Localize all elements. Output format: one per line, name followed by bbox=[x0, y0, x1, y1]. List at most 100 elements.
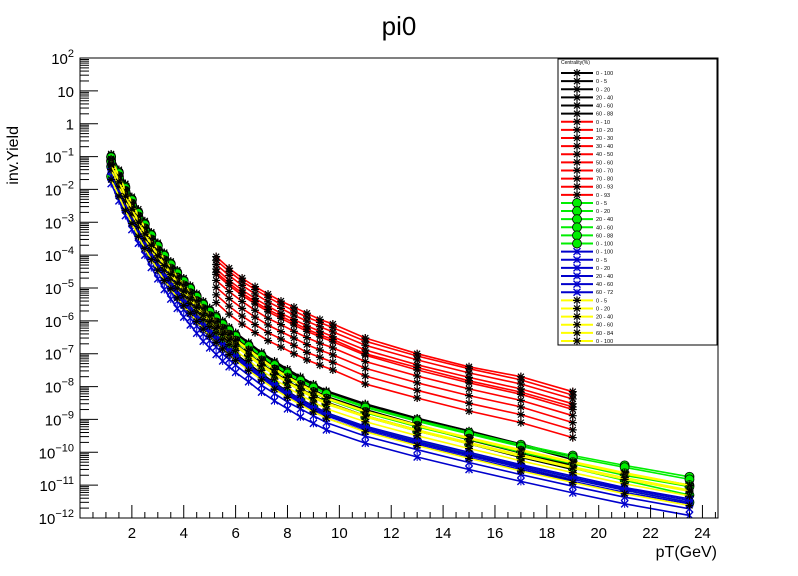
data-point-marker bbox=[289, 341, 298, 350]
data-point-marker bbox=[238, 277, 247, 286]
data-series bbox=[212, 298, 577, 442]
legend-entry: 0 - 100 bbox=[561, 336, 613, 345]
legend-label: 0 - 20 bbox=[596, 209, 610, 215]
data-point-marker bbox=[251, 306, 260, 315]
data-point-marker bbox=[328, 323, 337, 332]
data-point-marker bbox=[257, 388, 266, 397]
data-point-marker bbox=[322, 394, 331, 403]
data-point-marker bbox=[264, 297, 273, 306]
data-point-marker bbox=[153, 256, 162, 265]
data-point-marker bbox=[134, 222, 143, 231]
data-point-marker bbox=[328, 358, 337, 367]
data-series bbox=[107, 175, 694, 510]
legend-entry: 0 - 5 bbox=[561, 296, 607, 305]
data-point-marker bbox=[179, 281, 188, 290]
data-point-marker bbox=[413, 441, 422, 450]
data-point-marker bbox=[270, 385, 279, 394]
data-point-marker bbox=[160, 285, 169, 294]
y-tick-label: 10−10 bbox=[39, 442, 74, 462]
legend-entry: 20 - 40 bbox=[561, 312, 613, 321]
legend-entry: 20 - 30 bbox=[561, 134, 613, 142]
data-point-marker bbox=[218, 357, 227, 365]
data-point-marker bbox=[264, 293, 273, 302]
data-point-marker bbox=[465, 368, 474, 377]
data-point-marker bbox=[573, 190, 581, 199]
data-point-marker bbox=[573, 320, 581, 329]
data-point-marker bbox=[244, 366, 253, 375]
legend-label: 0 - 93 bbox=[596, 193, 610, 199]
data-point-marker bbox=[573, 101, 581, 110]
legend-label: 0 - 5 bbox=[596, 258, 607, 264]
legend-label: 50 - 60 bbox=[596, 160, 613, 166]
data-point-marker bbox=[276, 320, 285, 329]
data-point-marker bbox=[186, 309, 195, 318]
data-point-marker bbox=[289, 318, 298, 327]
data-point-marker bbox=[244, 377, 253, 386]
data-point-marker bbox=[573, 296, 581, 305]
data-point-marker bbox=[573, 85, 581, 94]
data-point-marker bbox=[140, 234, 149, 243]
data-point-marker bbox=[225, 362, 234, 371]
x-tick-label: 18 bbox=[538, 525, 555, 542]
x-tick-label: 8 bbox=[283, 525, 291, 542]
data-point-marker bbox=[134, 218, 143, 227]
data-point-marker bbox=[160, 266, 169, 275]
legend-entry: 20 - 40 bbox=[561, 93, 613, 102]
data-point-marker bbox=[568, 478, 577, 487]
data-point-marker bbox=[315, 339, 324, 348]
y-tick-label: 10−7 bbox=[45, 344, 74, 364]
legend-label: 0 - 20 bbox=[596, 87, 610, 93]
data-point-marker bbox=[264, 336, 273, 345]
data-point-marker bbox=[361, 427, 370, 436]
data-point-marker bbox=[225, 330, 234, 339]
data-point-marker bbox=[238, 312, 247, 321]
data-point-marker bbox=[186, 295, 195, 304]
data-point-marker bbox=[251, 328, 260, 337]
data-point-marker bbox=[315, 322, 324, 331]
data-point-marker bbox=[264, 328, 273, 337]
legend-label: 30 - 40 bbox=[596, 144, 613, 150]
x-tick-label: 4 bbox=[180, 525, 188, 542]
data-point-marker bbox=[361, 371, 370, 380]
legend-label: 0 - 100 bbox=[596, 250, 613, 256]
legend-label: 60 - 88 bbox=[596, 112, 613, 118]
data-point-marker bbox=[212, 298, 221, 307]
series-line bbox=[110, 164, 690, 493]
data-point-marker bbox=[573, 134, 581, 142]
data-point-marker bbox=[572, 214, 582, 225]
data-point-marker bbox=[685, 487, 694, 496]
data-point-marker bbox=[465, 376, 474, 385]
data-point-marker bbox=[231, 368, 240, 377]
legend-label: 40 - 60 bbox=[596, 282, 613, 288]
y-tick-label: 10−6 bbox=[45, 311, 74, 331]
series-line bbox=[110, 179, 690, 507]
legend-entry: 80 - 93 bbox=[561, 182, 613, 191]
data-point-marker bbox=[257, 375, 266, 384]
data-point-marker bbox=[166, 284, 175, 293]
data-point-marker bbox=[361, 412, 370, 421]
data-point-marker bbox=[153, 246, 162, 255]
y-tick-label: 10−12 bbox=[39, 508, 74, 528]
data-point-marker bbox=[173, 304, 182, 313]
y-tick-label: 10−2 bbox=[45, 179, 74, 199]
data-point-marker bbox=[573, 247, 581, 256]
data-point-marker bbox=[107, 165, 116, 174]
data-point-marker bbox=[568, 402, 577, 411]
data-point-marker bbox=[276, 343, 285, 352]
data-point-marker bbox=[315, 353, 324, 362]
data-point-marker bbox=[573, 312, 581, 321]
data-point-marker bbox=[516, 396, 525, 405]
data-point-marker bbox=[225, 267, 234, 276]
y-tick-label: 10−1 bbox=[45, 147, 74, 167]
data-point-marker bbox=[251, 297, 260, 306]
data-point-marker bbox=[160, 261, 169, 270]
x-tick-label: 16 bbox=[487, 525, 504, 542]
data-point-marker bbox=[257, 356, 266, 365]
data-point-marker bbox=[114, 182, 123, 191]
data-point-marker bbox=[328, 350, 337, 359]
data-point-marker bbox=[179, 301, 188, 310]
data-point-marker bbox=[231, 346, 240, 355]
y-axis: 10−1210−1110−1010−910−810−710−610−510−41… bbox=[39, 48, 98, 528]
data-series bbox=[107, 179, 694, 518]
data-point-marker bbox=[173, 293, 182, 302]
